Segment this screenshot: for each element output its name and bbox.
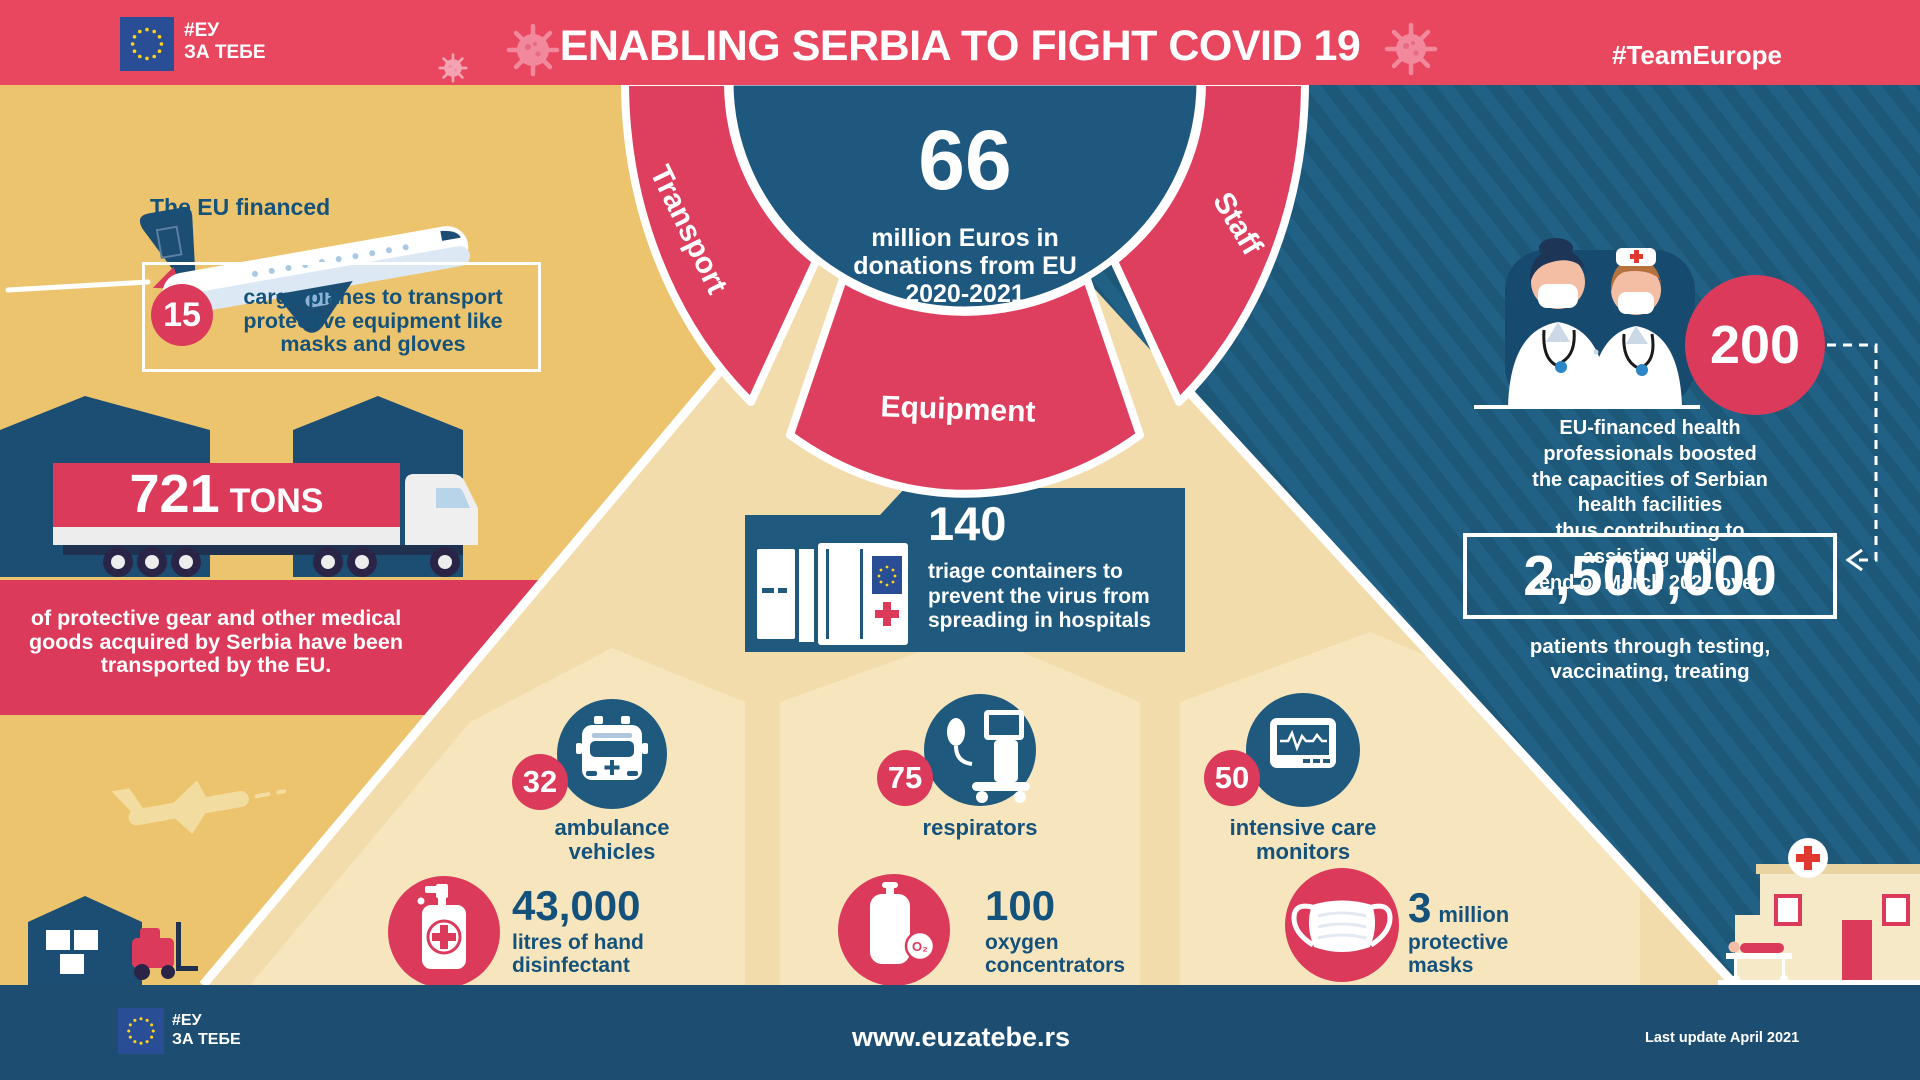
warehouse-forklift-icon [28,896,198,985]
donations-subtitle: million Euros in donations from EU 2020-… [853,224,1077,308]
hospital-icon [1718,838,1920,985]
planes-text: cargo planes to transport protective equ… [243,285,503,356]
eu-hashtag-line2: ЗА ТЕБЕ [184,42,266,63]
oxygen-icon: O₂ [838,874,950,986]
respirators-label: respirators [922,815,1038,840]
oxygen-label: oxygen concentrators [985,931,1126,977]
container-icon [757,543,908,645]
ambulance-icon [557,699,667,809]
staff-count-badge: 200 [1685,275,1825,415]
containers-count: 140 [928,497,1007,550]
respirators-count-badge: 75 [877,750,933,806]
ambulance-count-badge: 32 [512,754,568,810]
airplane-silhouette-icon [111,780,287,834]
masks-value-row: 3 million [1408,884,1509,932]
page-title: ENABLING SERBIA TO FIGHT COVID 19 [559,22,1361,70]
donut-center [726,78,1204,314]
patient-gurney-icon [1726,941,1792,983]
patients-value: 2,500,000 [1523,544,1777,608]
tons-text: of protective gear and other medical goo… [29,606,403,677]
team-europe-tag: #TeamEurope [1612,40,1783,70]
masks-value-suffix: million [1438,902,1510,927]
patients-value-box: 2,500,000 [1463,533,1837,619]
masks-label: protective masks [1408,931,1509,977]
footer-hashtag-line1: #ЕУ [172,1012,202,1029]
respirator-icon [924,694,1036,806]
disinfectant-value: 43,000 [512,882,641,929]
red-band [0,580,546,715]
planes-callout-box [142,262,541,372]
donations-donut [621,78,1309,498]
tons-value: 721 [129,464,220,524]
ambulance-label: ambulance vehicles [554,815,670,864]
donations-value: 66 [918,113,1012,207]
website-link[interactable]: www.euzatebe.rs [851,1022,1071,1052]
transport-intro: The EU financed [150,194,331,220]
monitors-label: intensive care monitors [1229,815,1377,864]
oxygen-symbol: O₂ [912,939,928,954]
disinfectant-label: litres of hand disinfectant [512,931,644,977]
health-professionals-illustration [1505,238,1695,407]
eu-hashtag-line1: #ЕУ [184,20,220,41]
containers-text: triage containers to prevent the virus f… [928,560,1151,632]
eu-flag-icon [120,17,174,71]
masks-value: 3 [1408,884,1432,931]
monitors-count-badge: 50 [1204,750,1260,806]
monitor-icon [1246,693,1360,807]
oxygen-value: 100 [985,882,1056,929]
patients-text: patients through testing, vaccinating, t… [1529,635,1771,683]
truck-icon [53,463,478,577]
disinfectant-icon [388,876,500,988]
tons-unit: TONS [229,482,324,520]
planes-count-badge: 15 [151,284,213,346]
footer-bar: #ЕУ ЗА ТЕБЕ www.euzatebe.rs Last update … [0,985,1920,1080]
containers-badge [745,488,1185,652]
diagonal-dividers [199,368,1739,989]
last-update-label: Last update April 2021 [1645,1030,1800,1046]
header-bar: #ЕУ ЗА ТЕБЕ [0,0,1920,85]
footer-hashtag-line2: ЗА ТЕБЕ [172,1031,241,1048]
tons-banner: 721 TONS [53,463,400,527]
segment-label-equipment: Equipment [879,390,1037,429]
mask-icon [1285,868,1399,982]
eu-flag-icon [118,1008,164,1054]
